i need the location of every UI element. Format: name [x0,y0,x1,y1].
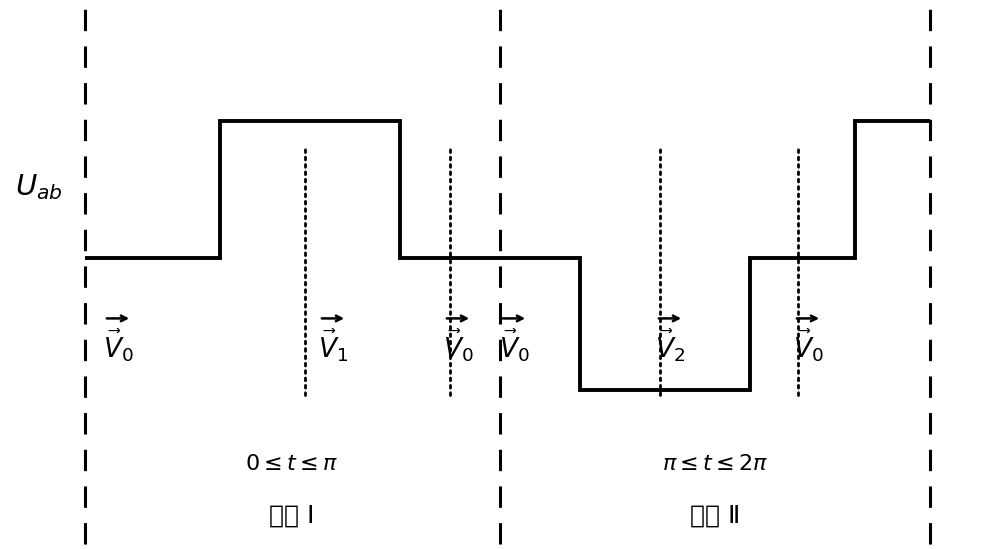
Text: $\vec{V}_{0}$: $\vec{V}_{0}$ [103,327,133,365]
Text: $U_{ab}$: $U_{ab}$ [15,172,63,201]
Text: $\pi \leq t \leq 2\pi$: $\pi \leq t \leq 2\pi$ [662,453,768,475]
Text: $0 \leq t \leq \pi$: $0 \leq t \leq \pi$ [245,453,339,475]
Text: $\vec{V}_{2}$: $\vec{V}_{2}$ [655,327,685,365]
Text: $\vec{V}_{1}$: $\vec{V}_{1}$ [318,327,348,365]
Text: $\vec{V}_{0}$: $\vec{V}_{0}$ [443,327,473,365]
Text: $\vec{V}_{0}$: $\vec{V}_{0}$ [499,327,529,365]
Text: $\vec{V}_{0}$: $\vec{V}_{0}$ [793,327,823,365]
Text: 扇区 Ⅰ: 扇区 Ⅰ [269,504,315,528]
Text: 扇区 Ⅱ: 扇区 Ⅱ [690,504,740,528]
